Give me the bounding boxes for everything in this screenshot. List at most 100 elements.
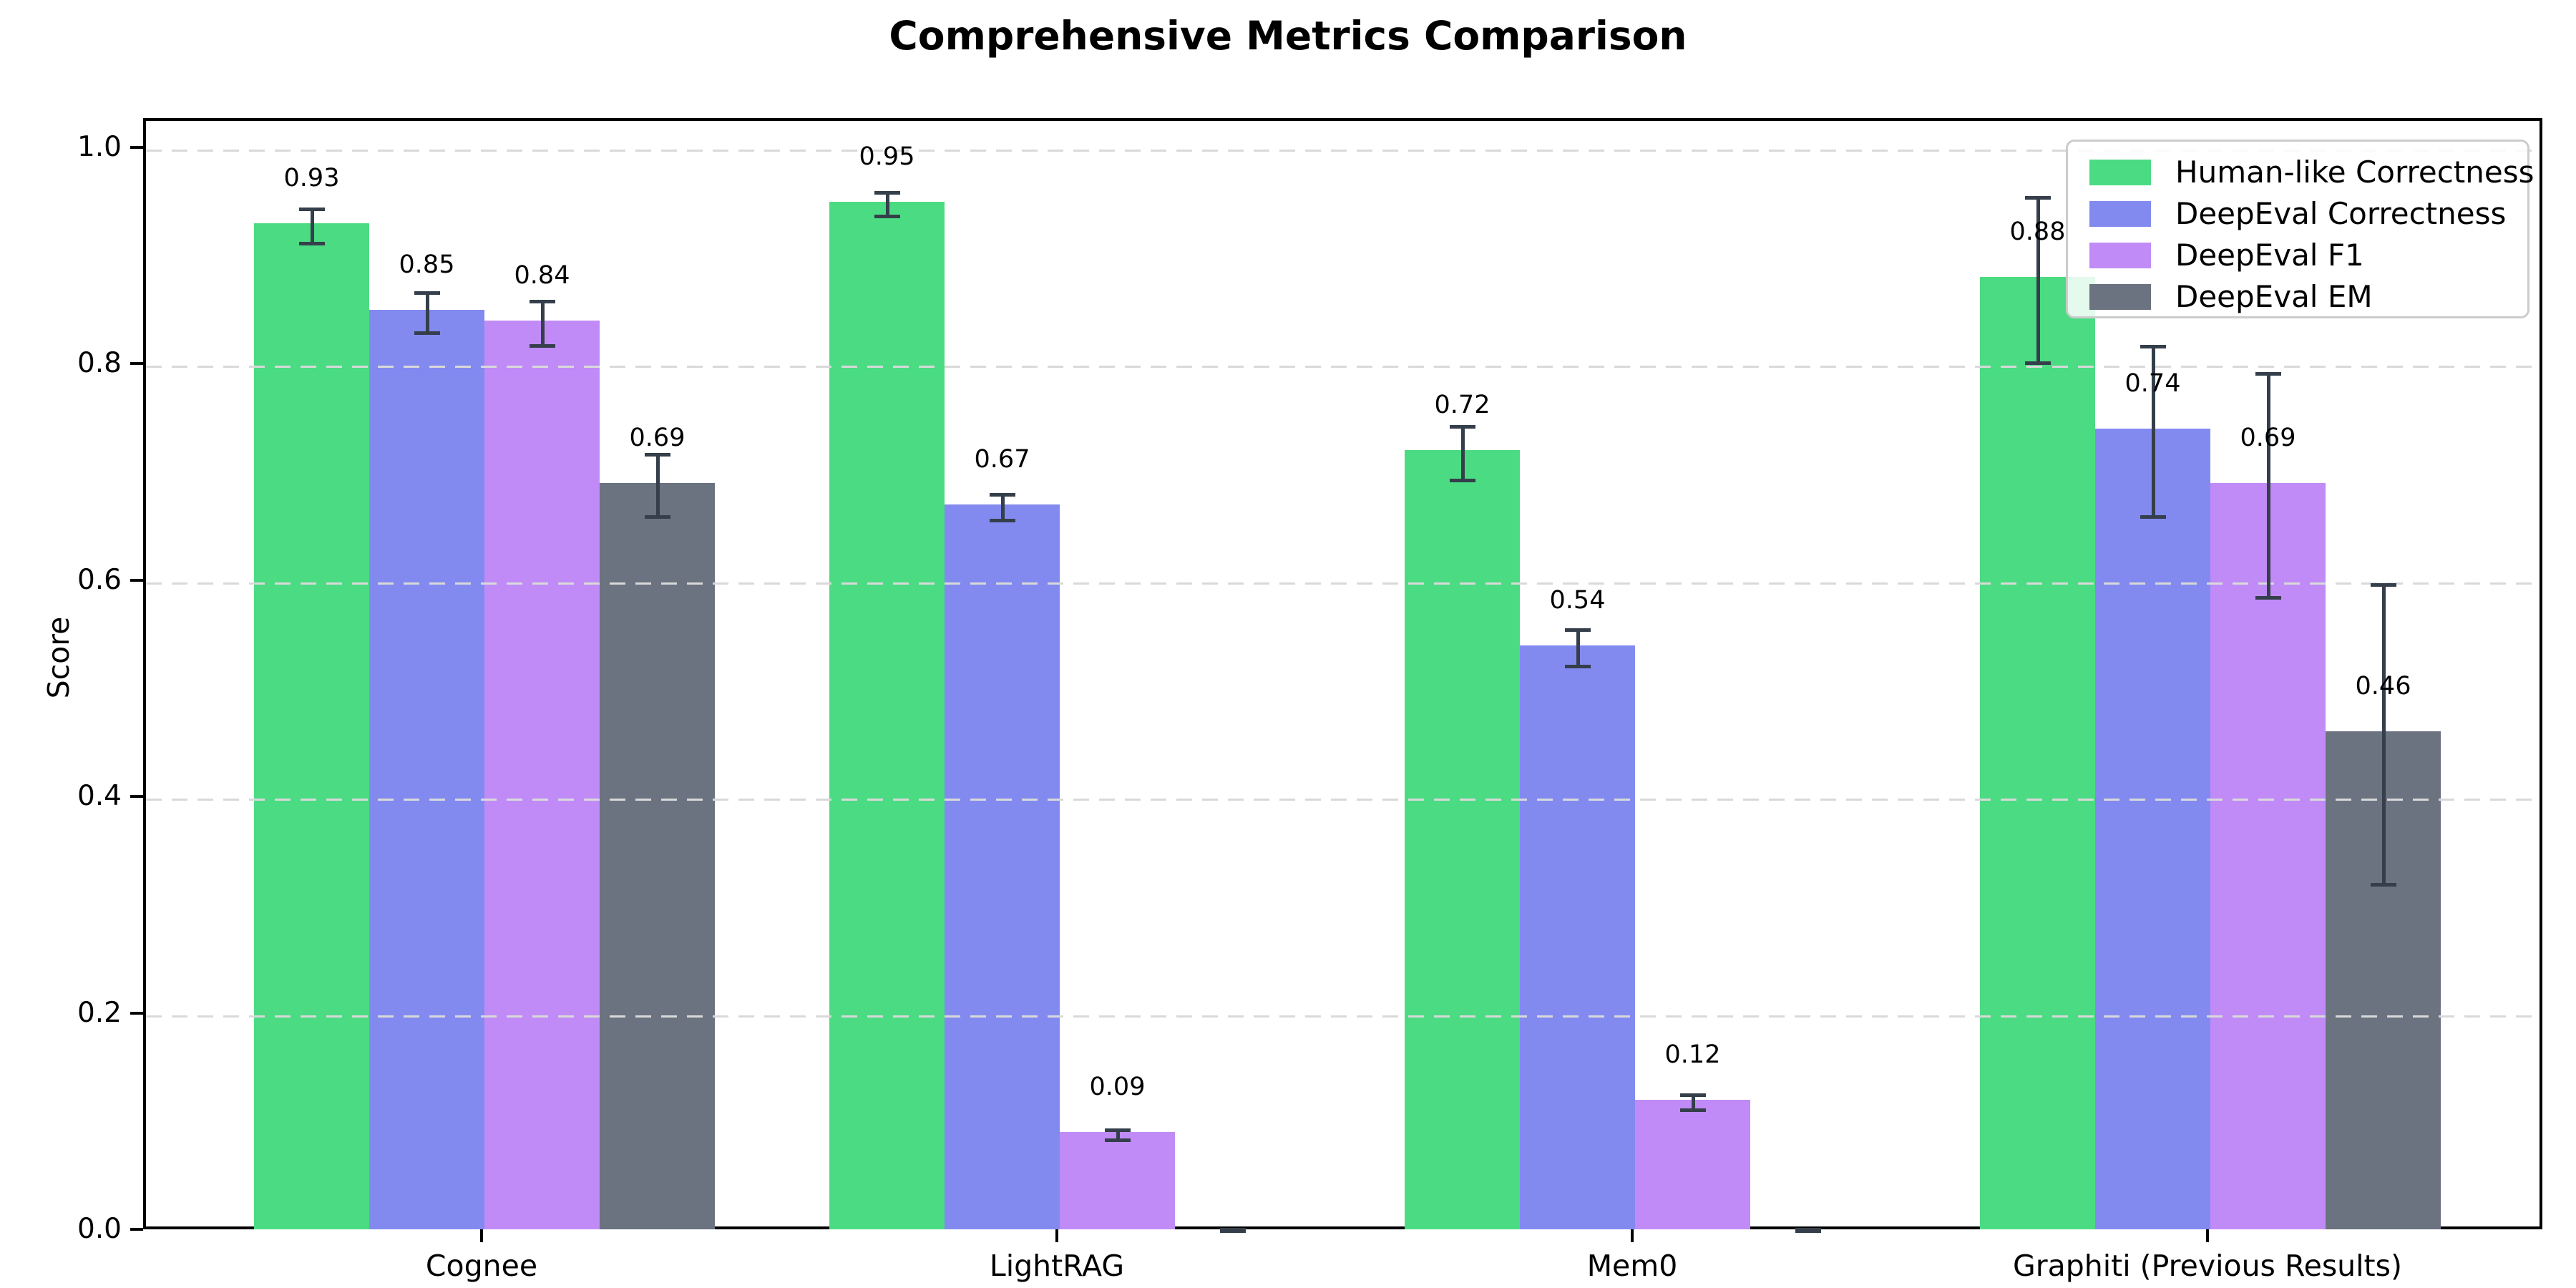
legend-row-0: Human-like Correctness — [2068, 152, 2534, 193]
legend-row-3: DeepEval EM — [2068, 276, 2527, 318]
y-tick-label: 0.6 — [77, 563, 122, 596]
legend-label-2: DeepEval F1 — [2175, 238, 2364, 273]
error-bar-cap — [644, 515, 670, 519]
chart-title: Comprehensive Metrics Comparison — [889, 13, 1687, 59]
error-bar-cap — [1104, 1138, 1131, 1142]
error-bar-cap — [1564, 628, 1591, 633]
y-axis-label: Score — [42, 616, 76, 699]
bar-human-like-correctness-2 — [1405, 450, 1520, 1229]
error-bar-cap — [2370, 883, 2396, 887]
error-bar-cap — [1795, 1229, 1821, 1233]
legend-swatch-2 — [2089, 243, 2151, 268]
x-tick-mark — [2206, 1229, 2209, 1242]
y-tick-mark — [130, 1011, 143, 1015]
bar-deepeval-correctness-1 — [945, 504, 1060, 1229]
error-bar — [2151, 345, 2155, 519]
x-tick-mark — [480, 1229, 483, 1242]
error-bar — [1460, 425, 1465, 482]
error-bar — [2036, 195, 2040, 365]
error-bar — [885, 191, 889, 218]
error-bar — [2381, 582, 2386, 887]
error-bar-cap — [874, 214, 900, 218]
error-bar-cap — [2140, 345, 2166, 349]
x-tick-label-0: Cognee — [425, 1249, 538, 1283]
legend-swatch-1 — [2089, 201, 2151, 227]
error-bar-cap — [298, 241, 325, 245]
y-tick-mark — [130, 362, 143, 366]
error-bar — [540, 299, 545, 348]
bar-value-label: 0.67 — [974, 444, 1030, 474]
y-tick-label: 0.0 — [77, 1213, 122, 1245]
error-bar-cap — [298, 208, 325, 212]
y-tick-label: 0.2 — [77, 996, 122, 1029]
bar-value-label: 0.74 — [2124, 369, 2181, 399]
legend-row-2: DeepEval F1 — [2068, 235, 2527, 276]
bar-deepeval-correctness-0 — [369, 310, 484, 1229]
bar-value-label: 0.84 — [514, 260, 570, 290]
error-bar-cap — [644, 453, 670, 457]
bar-value-label: 0.69 — [629, 423, 686, 452]
error-bar-cap — [414, 331, 440, 336]
error-bar — [1691, 1093, 1695, 1111]
error-bar-cap — [1104, 1128, 1131, 1132]
bar-value-label: 0.95 — [859, 142, 915, 171]
error-bar-cap — [1564, 664, 1591, 668]
legend-label-3: DeepEval EM — [2175, 279, 2373, 314]
x-tick-label-3: Graphiti (Previous Results) — [2013, 1249, 2402, 1283]
error-bar-cap — [989, 493, 1015, 497]
error-bar-cap — [414, 291, 440, 295]
y-tick-label: 0.4 — [77, 780, 122, 813]
error-bar-cap — [2024, 361, 2051, 366]
error-bar-cap — [1679, 1093, 1706, 1098]
error-bar-cap — [1219, 1229, 1246, 1233]
x-tick-label-1: LightRAG — [989, 1249, 1125, 1283]
y-tick-mark — [130, 578, 143, 582]
bar-deepeval-em-0 — [600, 483, 715, 1229]
bar-human-like-correctness-0 — [254, 223, 369, 1229]
y-tick-mark — [130, 795, 143, 799]
error-bar-cap — [2255, 596, 2281, 600]
error-bar-cap — [1449, 478, 1475, 482]
error-bar — [1116, 1128, 1120, 1141]
error-bar — [425, 291, 429, 335]
legend: Human-like Correctness DeepEval Correctne… — [2066, 140, 2534, 318]
bar-value-label: 0.72 — [1434, 391, 1491, 420]
bar-human-like-correctness-1 — [829, 202, 945, 1229]
bar-value-label: 0.69 — [2240, 423, 2296, 452]
bar-deepeval-f1-0 — [484, 321, 600, 1229]
y-tick-label: 1.0 — [77, 131, 122, 163]
x-tick-mark — [1631, 1229, 1634, 1242]
error-bar — [1000, 493, 1005, 522]
bar-deepeval-f1-3 — [2210, 483, 2326, 1229]
error-bar-cap — [1679, 1108, 1706, 1112]
error-bar-cap — [529, 299, 555, 303]
y-tick-label: 0.8 — [77, 347, 122, 380]
error-bar-cap — [989, 518, 1015, 522]
x-tick-label-2: Mem0 — [1586, 1249, 1678, 1283]
bar-value-label: 0.85 — [399, 250, 455, 279]
legend-swatch-0 — [2089, 160, 2151, 185]
error-bar-cap — [2140, 515, 2166, 519]
bar-value-label: 0.93 — [283, 163, 340, 192]
legend-row-1: DeepEval Correctness — [2068, 193, 2527, 235]
bar-human-like-correctness-3 — [1980, 277, 2095, 1229]
error-bar-cap — [2024, 195, 2051, 200]
bar-value-label: 0.09 — [1089, 1072, 1146, 1101]
bar-value-label: 0.12 — [1664, 1040, 1721, 1069]
bar-deepeval-f1-2 — [1635, 1100, 1750, 1229]
error-bar-cap — [1449, 425, 1475, 429]
error-bar-cap — [874, 191, 900, 195]
bar-deepeval-f1-1 — [1060, 1132, 1175, 1229]
error-bar — [2266, 371, 2270, 600]
bar-deepeval-correctness-2 — [1520, 645, 1635, 1229]
error-bar-cap — [2370, 582, 2396, 587]
bar-value-label: 0.54 — [1549, 585, 1606, 615]
error-bar-cap — [2255, 371, 2281, 376]
legend-swatch-3 — [2089, 284, 2151, 310]
bar-value-label: 0.46 — [2355, 672, 2411, 701]
error-bar — [310, 208, 314, 245]
legend-label-1: DeepEval Correctness — [2175, 196, 2507, 231]
y-tick-mark — [130, 1228, 143, 1231]
bar-value-label: 0.88 — [2009, 218, 2066, 247]
